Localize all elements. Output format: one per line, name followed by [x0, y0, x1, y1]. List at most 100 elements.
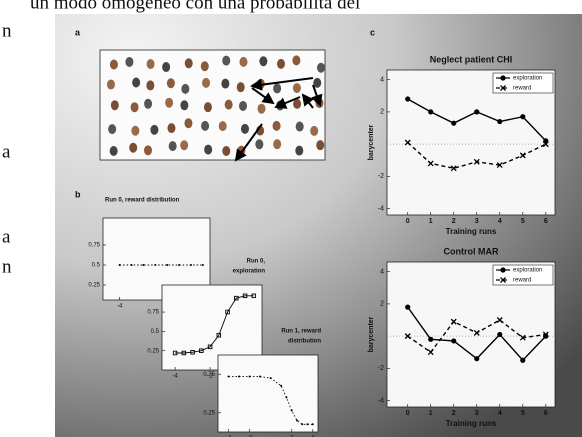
stimulus-dot: [162, 62, 170, 72]
point: [166, 264, 168, 266]
chart-title: Control MAR: [444, 246, 499, 256]
panel-label: b: [75, 189, 81, 199]
stimulus-dot: [241, 124, 249, 134]
chart-title: Run 0, reward distribution: [105, 198, 180, 204]
stimulus-dot: [110, 59, 118, 69]
point: [270, 377, 272, 379]
stimulus-dot: [184, 118, 192, 128]
point: [259, 376, 261, 378]
stimulus-dot: [258, 104, 266, 114]
figure: un modo omogeneo con una probabilità del…: [0, 0, 582, 437]
y-tick-label: 0.25: [88, 283, 100, 289]
page-text: a: [2, 141, 11, 162]
y-tick-label: 2: [380, 109, 384, 116]
stimulus-dot: [239, 57, 247, 67]
plot-area: [218, 355, 318, 432]
stimulus-dot: [147, 59, 155, 69]
legend-label: exploration: [513, 76, 542, 82]
stimulus-dot: [202, 78, 210, 88]
chart-title: exploration: [233, 269, 266, 275]
page-text: n: [2, 20, 12, 41]
stimulus-dot: [221, 79, 229, 89]
stimulus-dot: [292, 55, 300, 65]
x-tick-label: 4: [498, 218, 502, 225]
y-tick-label: 0.75: [88, 243, 100, 249]
y-tick-label: 0.75: [147, 310, 159, 316]
panel-label: c: [370, 27, 375, 37]
y-tick-label: 0.75: [203, 372, 215, 378]
stimulus-dot: [201, 121, 209, 131]
y-axis-label: barycenter: [368, 124, 375, 160]
point: [190, 264, 192, 266]
stimulus-dot: [146, 80, 154, 90]
x-tick-label: 1: [429, 410, 433, 417]
y-tick-label: 4: [380, 269, 384, 276]
stimulus-dot: [225, 100, 233, 110]
point: [285, 396, 287, 398]
page-text: a: [2, 226, 11, 247]
stimulus-dot: [255, 139, 263, 149]
x-tick-label: 3: [475, 218, 479, 225]
stimulus-dot: [108, 124, 116, 134]
point: [296, 419, 298, 421]
page-text: un modo omogeneo con una probabilità del: [30, 0, 360, 13]
chart-title: Run 0,: [247, 259, 266, 265]
stimulus-dot: [110, 146, 118, 156]
stimulus-dot: [181, 84, 189, 94]
point: [291, 409, 293, 411]
stimulus-dot: [237, 82, 245, 92]
x-tick-label: 5: [521, 410, 525, 417]
point: [497, 119, 502, 124]
stimulus-dot: [204, 145, 212, 155]
stimulus-dot: [185, 58, 193, 68]
x-axis-label: Training runs: [446, 227, 497, 236]
stimulus-dot: [222, 146, 230, 156]
point: [142, 264, 144, 266]
stimulus-dot: [144, 145, 152, 155]
y-tick-label: 2: [380, 301, 384, 308]
point: [301, 423, 303, 425]
x-tick-label: 2: [452, 410, 456, 417]
point: [428, 337, 433, 342]
stimulus-dot: [222, 56, 230, 66]
point: [202, 264, 204, 266]
stimulus-dot: [131, 126, 139, 136]
y-tick-label: 0.5: [92, 263, 101, 269]
x-tick-label: 6: [544, 218, 548, 225]
stimulus-dot: [219, 121, 227, 131]
point: [178, 264, 180, 266]
stimulus-dot: [259, 56, 267, 66]
stimulus-dot: [132, 78, 140, 88]
chart-title: distribution: [288, 339, 321, 345]
point: [280, 385, 282, 387]
x-tick-label: 0: [406, 410, 410, 417]
stimulus-dot: [125, 57, 133, 67]
legend-label: reward: [513, 86, 531, 92]
chart-title: Run 1, reward: [281, 329, 321, 335]
x-tick-label: 2: [452, 218, 456, 225]
stimulus-dot: [165, 98, 173, 108]
y-tick-label: 0.25: [203, 410, 215, 416]
stimulus-dot: [239, 101, 247, 111]
point: [119, 264, 121, 266]
y-tick-label: 0.5: [151, 329, 160, 335]
stimulus-dot: [296, 122, 304, 132]
x-axis-label: Training runs: [446, 419, 497, 428]
legend-marker: [500, 75, 505, 80]
x-tick-label: -4: [172, 374, 178, 380]
point: [520, 114, 525, 119]
point: [154, 264, 156, 266]
x-tick-label: 0: [406, 218, 410, 225]
stimulus-dot: [167, 123, 175, 133]
stimulus-dot: [180, 100, 188, 110]
stimulus-dot: [167, 78, 175, 88]
x-tick-label: 6: [544, 410, 548, 417]
stimulus-dot: [277, 59, 285, 69]
stimulus-dot: [204, 102, 212, 112]
stimulus-dot: [129, 143, 137, 153]
page: { "page_text": { "top_line": "un modo om…: [0, 0, 582, 437]
stimulus-dot: [273, 121, 281, 131]
stimulus-dot: [273, 83, 281, 93]
point: [131, 264, 133, 266]
y-tick-label: -2: [378, 173, 384, 180]
